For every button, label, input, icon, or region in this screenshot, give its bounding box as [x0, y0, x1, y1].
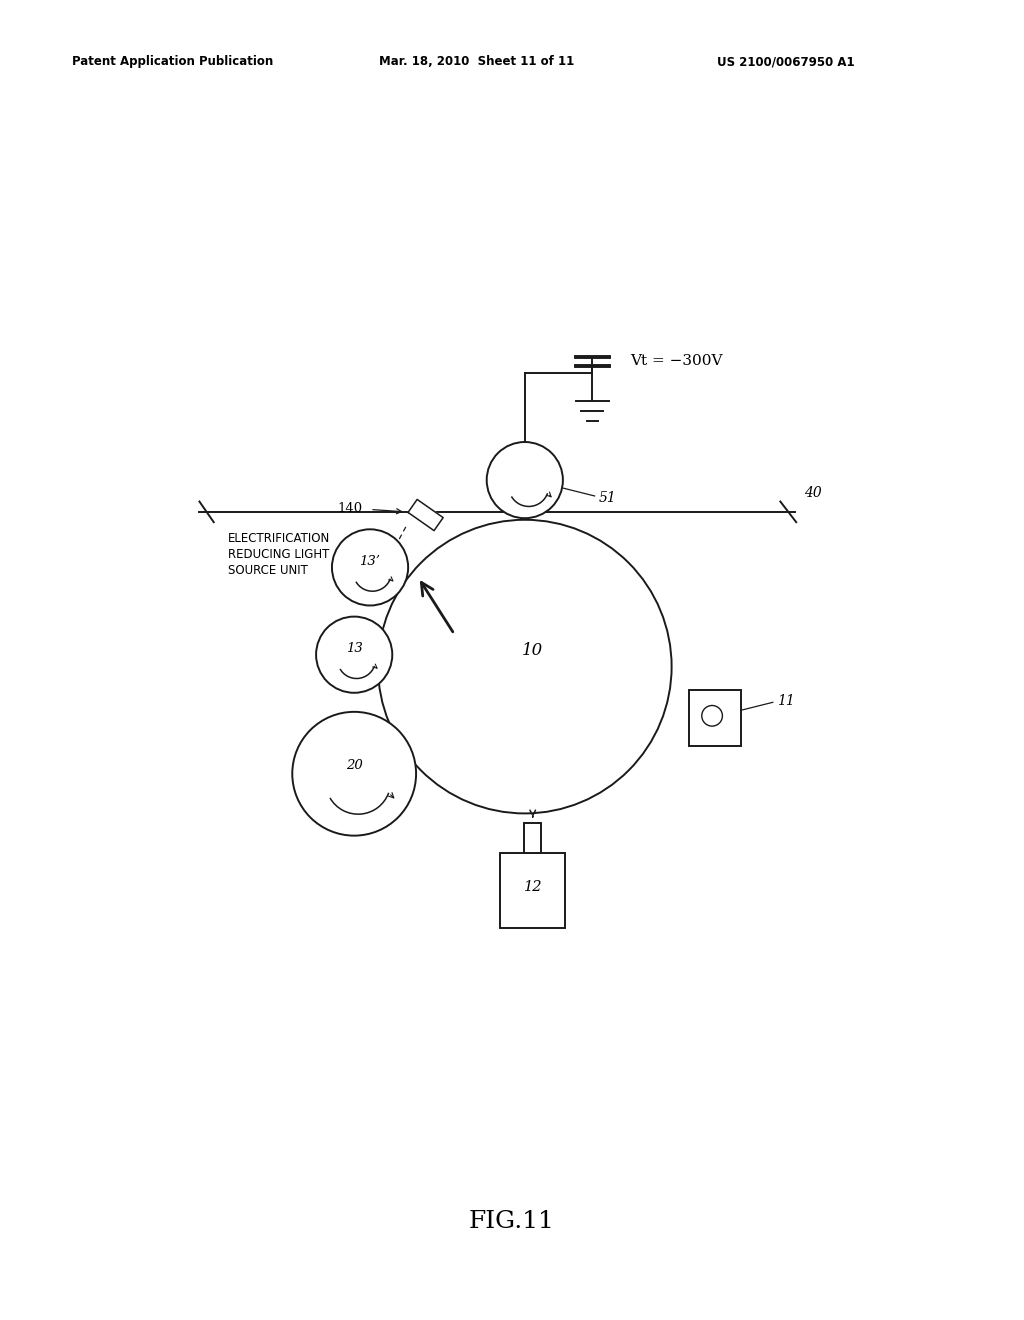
Text: FIG.11: FIG.11 — [469, 1209, 555, 1233]
Circle shape — [701, 705, 722, 726]
Text: Vt = −300V: Vt = −300V — [631, 354, 723, 368]
Text: US 2100/0067950 A1: US 2100/0067950 A1 — [717, 55, 854, 69]
Circle shape — [332, 529, 409, 606]
Text: 51: 51 — [599, 491, 616, 504]
Circle shape — [486, 442, 563, 519]
Text: 12: 12 — [523, 880, 542, 894]
Text: 140: 140 — [337, 502, 362, 515]
Text: 13: 13 — [346, 642, 362, 655]
Polygon shape — [408, 499, 443, 531]
Text: 13’: 13’ — [359, 554, 381, 568]
Text: 11: 11 — [777, 694, 795, 708]
Circle shape — [316, 616, 392, 693]
Bar — [689, 690, 741, 746]
Circle shape — [292, 711, 416, 836]
Bar — [524, 822, 542, 853]
FancyBboxPatch shape — [500, 853, 565, 928]
Text: Patent Application Publication: Patent Application Publication — [72, 55, 273, 69]
Text: 10: 10 — [522, 643, 544, 659]
Text: Mar. 18, 2010  Sheet 11 of 11: Mar. 18, 2010 Sheet 11 of 11 — [379, 55, 574, 69]
Text: ELECTRIFICATION
REDUCING LIGHT
SOURCE UNIT: ELECTRIFICATION REDUCING LIGHT SOURCE UN… — [227, 532, 330, 577]
Text: 20: 20 — [346, 759, 362, 772]
Circle shape — [378, 520, 672, 813]
Text: 40: 40 — [804, 486, 822, 500]
